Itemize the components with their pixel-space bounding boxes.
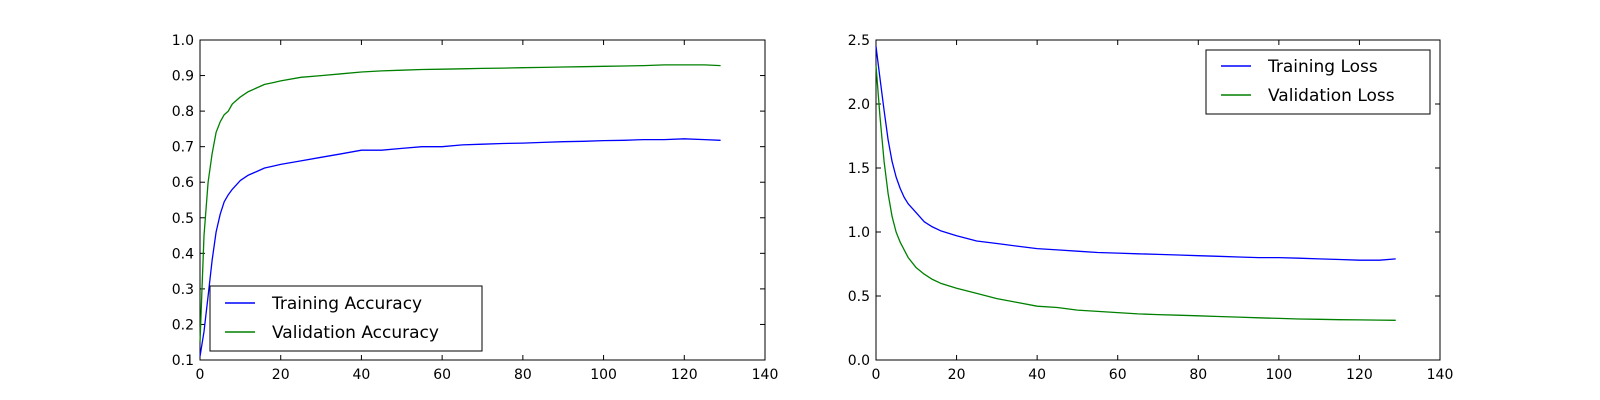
loss-legend: Training Loss Validation Loss xyxy=(1205,49,1431,115)
loss-legend-box xyxy=(1205,49,1431,115)
accuracy-y-tick-label: 0.1 xyxy=(172,353,194,369)
accuracy-legend-label-validation: Validation Accuracy xyxy=(272,323,439,343)
loss-y-tick-label: 0.5 xyxy=(848,289,870,305)
accuracy-ticks: 0 20 40 60 80 100 120 140 0.1 0.2 0.3 0.4 0.5 0.6 0.7 0… xyxy=(172,33,779,383)
accuracy-x-tick-label: 120 xyxy=(671,367,698,383)
accuracy-x-tick-label: 60 xyxy=(433,367,451,383)
loss-y-tick-label: 1.5 xyxy=(848,161,870,177)
accuracy-chart: 0 20 40 60 80 100 120 140 0.1 0.2 0.3 0.4 0.5 0.6 0.7 0… xyxy=(172,33,779,383)
loss-x-tick-label: 40 xyxy=(1028,367,1046,383)
accuracy-series-lines xyxy=(199,64,721,357)
loss-y-tick-label: 2.0 xyxy=(848,97,870,113)
loss-x-tick-label: 120 xyxy=(1346,367,1373,383)
loss-series-validation-line xyxy=(875,65,1396,321)
loss-x-tick-label: 100 xyxy=(1265,367,1292,383)
loss-x-tick-label: 80 xyxy=(1189,367,1207,383)
loss-series-training-line xyxy=(875,46,1396,261)
loss-series-lines xyxy=(875,46,1396,321)
accuracy-x-tick-label: 0 xyxy=(196,367,205,383)
accuracy-x-tick-label: 140 xyxy=(752,367,779,383)
accuracy-y-tick-label: 1.0 xyxy=(172,33,194,49)
accuracy-x-tick-label: 80 xyxy=(514,367,532,383)
accuracy-series-training-line xyxy=(199,138,721,357)
accuracy-x-tick-label: 20 xyxy=(272,367,290,383)
accuracy-series-validation-line xyxy=(199,64,721,343)
loss-y-tick-label: 2.5 xyxy=(848,33,870,49)
loss-x-tick-label: 140 xyxy=(1427,367,1454,383)
loss-ticks: 0 20 40 60 80 100 120 140 0.0 0.5 1.0 1.5 2.0 2.5 xyxy=(848,33,1454,383)
accuracy-y-tick-label: 0.7 xyxy=(172,140,194,156)
accuracy-x-tick-label: 100 xyxy=(590,367,617,383)
loss-chart: 0 20 40 60 80 100 120 140 0.0 0.5 1.0 1.5 2.0 2.5 Tra… xyxy=(848,33,1454,383)
loss-x-tick-label: 20 xyxy=(948,367,966,383)
loss-y-tick-label: 1.0 xyxy=(848,225,870,241)
accuracy-y-tick-label: 0.2 xyxy=(172,317,194,333)
accuracy-legend: Training Accuracy Validation Accuracy xyxy=(209,285,483,352)
accuracy-x-tick-label: 40 xyxy=(353,367,371,383)
accuracy-y-tick-label: 0.4 xyxy=(172,246,194,262)
loss-y-tick-label: 0.0 xyxy=(848,353,870,369)
accuracy-y-tick-label: 0.3 xyxy=(172,282,194,298)
loss-x-tick-label: 60 xyxy=(1109,367,1127,383)
accuracy-legend-box xyxy=(209,285,483,352)
accuracy-y-tick-label: 0.9 xyxy=(172,69,194,85)
accuracy-legend-label-training: Training Accuracy xyxy=(271,294,422,314)
accuracy-y-tick-label: 0.5 xyxy=(172,211,194,227)
accuracy-y-tick-label: 0.8 xyxy=(172,104,194,120)
accuracy-y-tick-label: 0.6 xyxy=(172,175,194,191)
loss-x-tick-label: 0 xyxy=(872,367,881,383)
loss-legend-label-validation: Validation Loss xyxy=(1268,86,1395,106)
loss-legend-label-training: Training Loss xyxy=(1267,57,1378,77)
